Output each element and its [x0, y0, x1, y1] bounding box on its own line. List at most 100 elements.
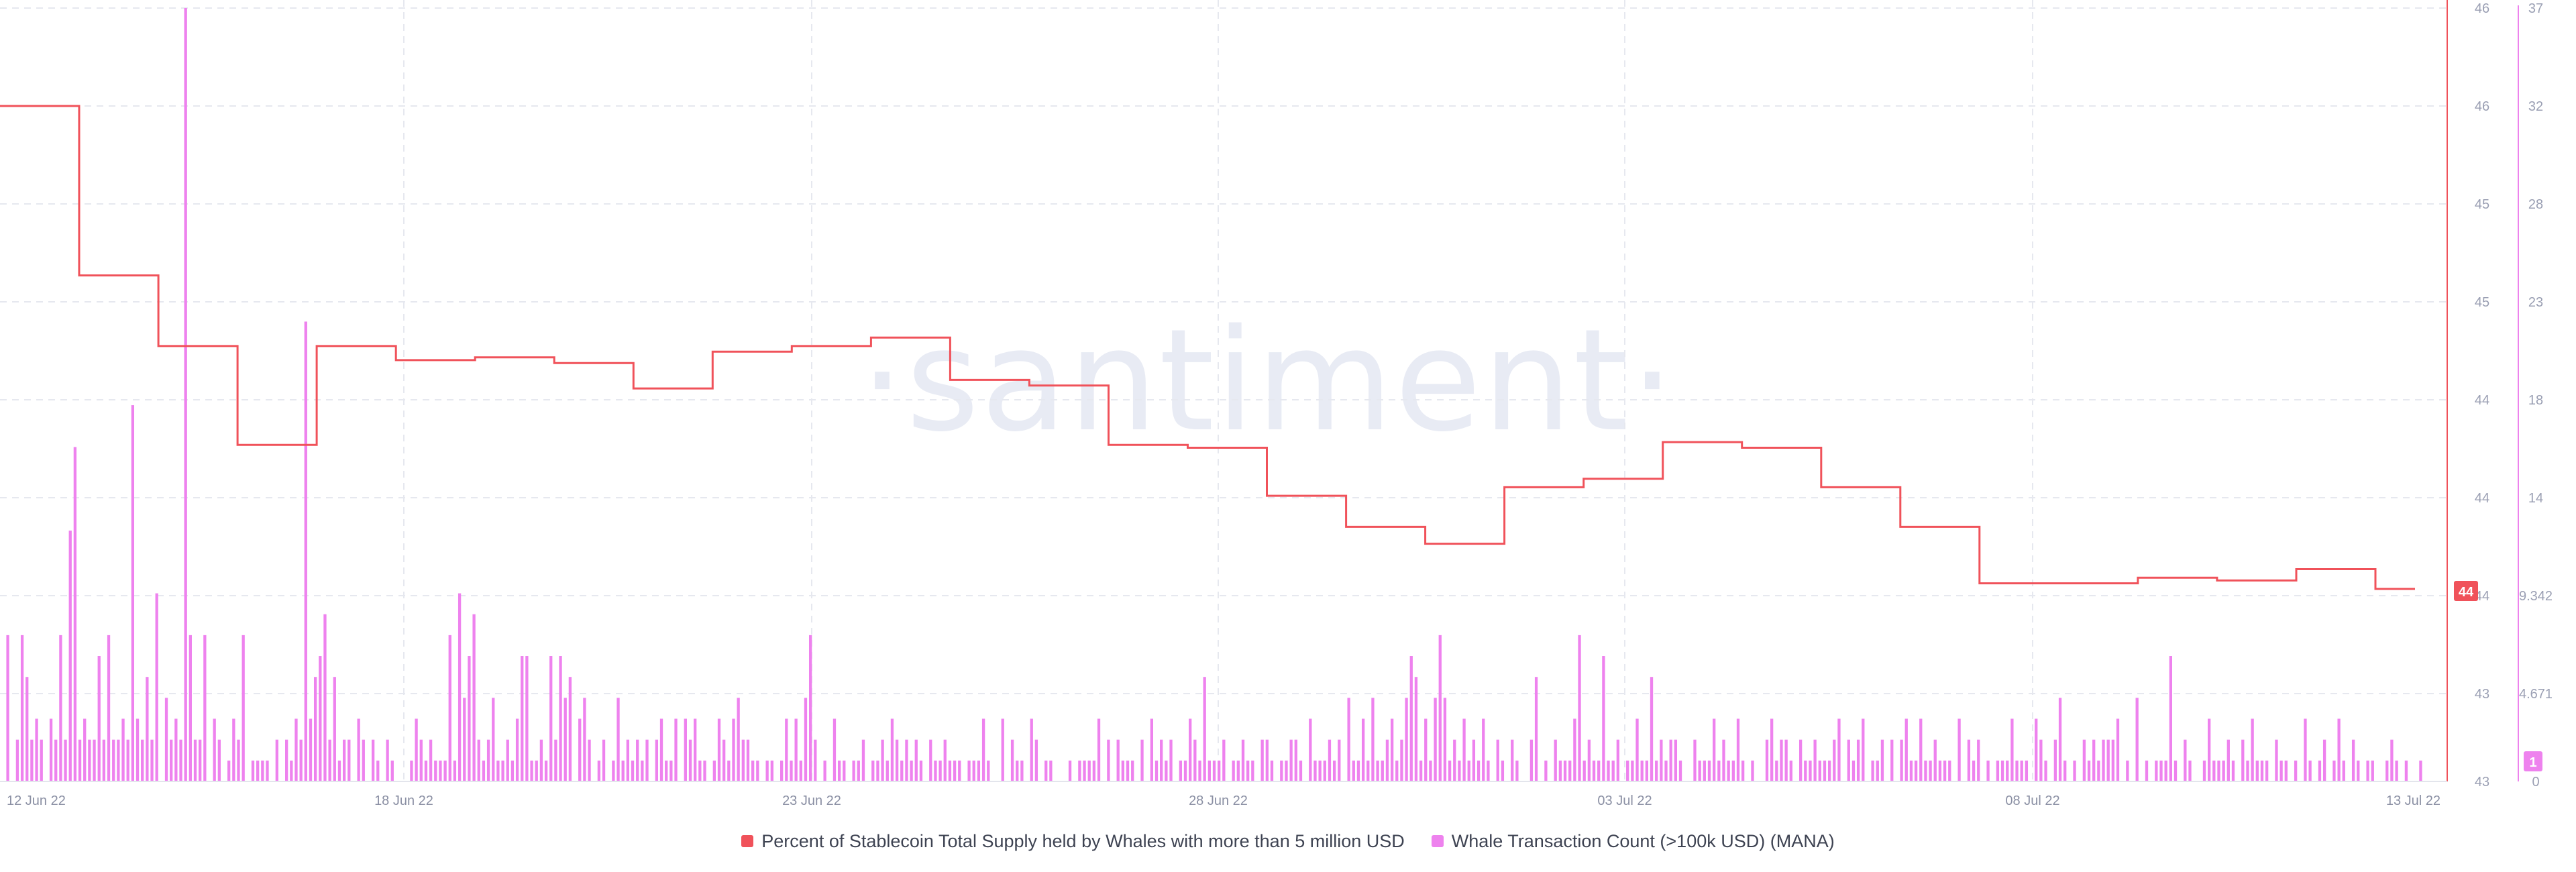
whale-tx-bar	[549, 656, 553, 781]
x-tick-label: 18 Jun 22	[374, 794, 433, 808]
whale-tx-bar	[2419, 760, 2422, 781]
whale-tx-bar	[808, 635, 812, 781]
whale-tx-bar	[1400, 739, 1403, 781]
right-tick-pink: 14	[2528, 491, 2543, 506]
whale-tx-bar	[1020, 760, 1024, 781]
whale-tx-bar	[1299, 760, 1303, 781]
whale-tx-bar	[1986, 760, 1990, 781]
whale-tx-bar	[486, 739, 490, 781]
whale-tx-bar	[914, 739, 918, 781]
whale-tx-bar	[2025, 760, 2029, 781]
whale-tx-bar	[492, 698, 495, 781]
whale-tx-bar	[1602, 656, 1605, 781]
whale-tx-bar	[1957, 718, 1961, 781]
whale-tx-bar	[2159, 760, 2163, 781]
whale-tx-bar	[765, 760, 769, 781]
whale-tx-bar	[1251, 760, 1254, 781]
whale-tx-bar	[785, 718, 788, 781]
whale-tx-bar	[2385, 760, 2389, 781]
whale-tx-bar	[597, 760, 601, 781]
whale-tx-bar	[1482, 718, 1485, 781]
whale-tx-bar	[313, 677, 317, 781]
whale-tx-bar	[88, 739, 91, 781]
whale-tx-bar	[732, 718, 735, 781]
whale-tx-bar	[290, 760, 293, 781]
whale-tx-bar	[1900, 739, 1903, 781]
whale-tx-bar	[1356, 760, 1360, 781]
whale-tx-bar	[2308, 760, 2312, 781]
whale-tx-bar	[977, 760, 981, 781]
whale-tx-bar	[78, 739, 82, 781]
right-tick-red: 43	[2475, 687, 2489, 702]
whale-tx-bar	[1722, 739, 1725, 781]
whale-tx-bar	[1967, 739, 1971, 781]
whale-tx-bar	[1289, 739, 1293, 781]
whale-tx-bar	[843, 760, 846, 781]
legend-item-stablecoin[interactable]: Percent of Stablecoin Total Supply held …	[741, 831, 1405, 852]
whale-tx-bar	[1116, 739, 1120, 781]
whale-tx-bar	[616, 698, 620, 781]
whale-tx-bar	[93, 739, 96, 781]
whale-tx-bar	[2174, 760, 2178, 781]
whale-tx-bar	[164, 698, 168, 781]
whale-tx-bar	[155, 593, 158, 781]
whale-tx-bar	[967, 760, 971, 781]
whale-tx-bar	[40, 739, 43, 781]
whale-tx-bar	[2035, 718, 2038, 781]
whale-tx-bar	[1674, 739, 1677, 781]
whale-tx-bar	[1813, 739, 1817, 781]
whale-tx-bar	[1611, 760, 1615, 781]
whale-tx-bar	[588, 739, 591, 781]
whale-tx-bar	[30, 739, 34, 781]
whale-tx-bar	[1352, 760, 1355, 781]
whale-tx-bar	[2255, 760, 2259, 781]
whale-tx-bar	[1092, 760, 1096, 781]
whale-tx-bar	[357, 718, 360, 781]
whale-tx-bar	[1554, 739, 1557, 781]
whale-tx-bar	[2390, 739, 2394, 781]
whale-tx-bar	[2342, 760, 2345, 781]
whale-tx-bar	[1914, 760, 1918, 781]
whale-tx-bar	[1698, 760, 1701, 781]
whale-tx-bar	[890, 718, 894, 781]
whale-tx-bar	[1222, 739, 1226, 781]
legend-label-whale-tx: Whale Transaction Count (>100k USD) (MAN…	[1451, 830, 1835, 851]
whale-tx-bar	[1919, 718, 1923, 781]
whale-tx-bar	[1010, 739, 1014, 781]
whale-tx-bar	[429, 739, 433, 781]
whale-tx-bar	[2039, 739, 2043, 781]
whale-tx-bar	[1260, 739, 1264, 781]
right-tick-red: 45	[2475, 295, 2489, 310]
whale-tx-bar	[568, 677, 572, 781]
whale-tx-bar	[415, 718, 418, 781]
whale-tx-bar	[1587, 739, 1591, 781]
x-tick-label: 23 Jun 22	[782, 794, 841, 808]
whale-tx-bar	[2332, 760, 2336, 781]
whale-tx-bar	[463, 698, 466, 781]
legend-item-whale-tx[interactable]: Whale Transaction Count (>100k USD) (MAN…	[1431, 830, 1835, 852]
whale-tx-bar	[1332, 760, 1336, 781]
whale-tx-bar	[1693, 739, 1697, 781]
whale-tx-bar	[1669, 739, 1672, 781]
right-tick-pink: 0	[2532, 775, 2539, 789]
whale-tx-bar	[1467, 760, 1470, 781]
whale-tx-bar	[1107, 739, 1110, 781]
whale-tx-bar	[703, 760, 706, 781]
whale-tx-bar	[1347, 698, 1350, 781]
right-axis-pink-ticks: 37 32 28 23 18 14 9.342 4.671 0	[2519, 1, 2553, 789]
whale-tx-bar	[1924, 760, 1927, 781]
right-tick-red: 46	[2475, 1, 2489, 16]
whale-tx-bar	[2202, 760, 2206, 781]
whale-tx-bar	[958, 760, 961, 781]
whale-tx-bar	[1578, 635, 1581, 781]
whale-tx-bar	[1568, 760, 1572, 781]
whale-tx-bar	[1313, 760, 1317, 781]
whale-tx-bar	[146, 677, 149, 781]
whale-tx-bar	[1770, 718, 1774, 781]
whale-tx-bar	[1837, 718, 1841, 781]
whale-tx-bar	[126, 739, 129, 781]
whale-tx-bar	[521, 656, 524, 781]
whale-tx-bar	[626, 739, 630, 781]
whale-tx-bar	[943, 739, 947, 781]
whale-tx-bar	[1212, 760, 1216, 781]
